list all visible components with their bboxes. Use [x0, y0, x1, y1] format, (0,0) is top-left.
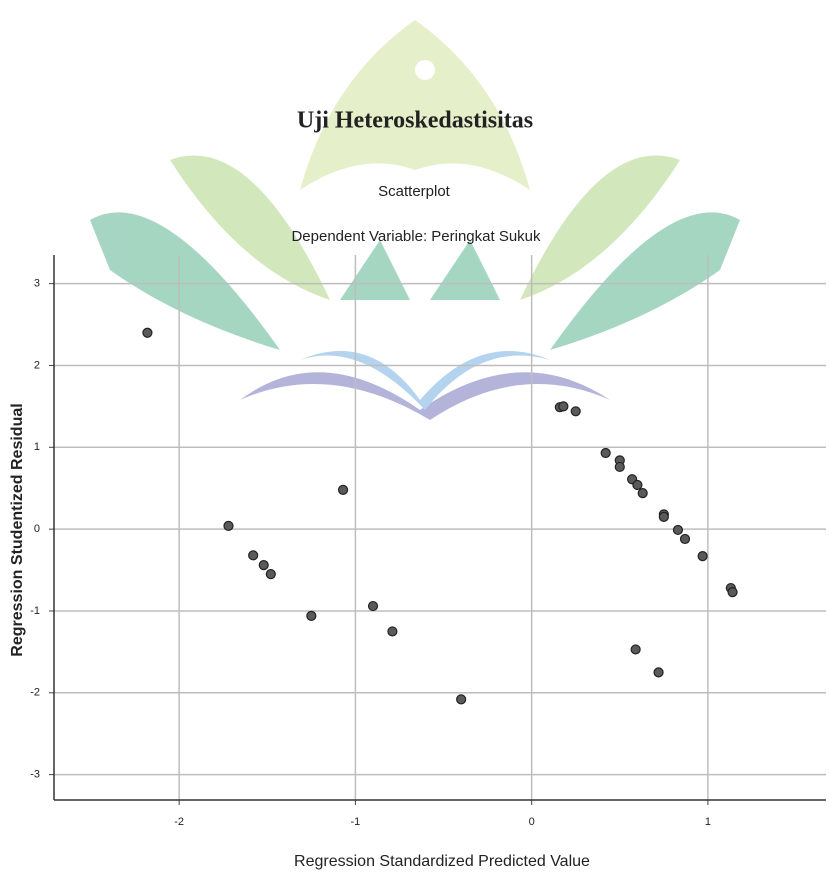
y-tick-label: 1 — [34, 441, 40, 453]
x-tick-label: -2 — [174, 816, 184, 828]
point — [559, 402, 568, 411]
point — [339, 485, 348, 494]
point — [369, 602, 378, 611]
point — [249, 551, 258, 560]
point — [631, 645, 640, 654]
point — [601, 449, 610, 458]
y-tick-label: 3 — [34, 278, 40, 290]
chart-caption: Dependent Variable: Peringkat Sukuk — [291, 228, 541, 245]
point — [680, 534, 689, 543]
chart-subtitle: Scatterplot — [378, 183, 451, 200]
chart-title: Uji Heteroskedastisitas — [297, 108, 533, 134]
point — [457, 695, 466, 704]
point — [728, 588, 737, 597]
point — [615, 462, 624, 471]
point — [307, 611, 316, 620]
point — [633, 480, 642, 489]
point — [638, 489, 647, 498]
point — [266, 570, 275, 579]
y-tick-label: 2 — [34, 359, 40, 371]
point — [698, 552, 707, 561]
point — [224, 521, 233, 530]
watermark-logo — [90, 20, 740, 420]
x-axis-label: Regression Standardized Predicted Value — [294, 853, 590, 870]
y-tick-label: -1 — [30, 605, 40, 617]
y-tick-label: -2 — [30, 687, 40, 699]
y-tick-label: 0 — [34, 523, 40, 535]
point — [143, 328, 152, 337]
x-tick-label: 1 — [705, 816, 711, 828]
x-tick-label: 0 — [529, 816, 535, 828]
y-axis-label: Regression Studentized Residual — [9, 403, 26, 656]
point — [571, 407, 580, 416]
point — [259, 561, 268, 570]
x-tick-label: -1 — [351, 816, 361, 828]
point — [659, 512, 668, 521]
point — [388, 627, 397, 636]
point — [654, 668, 663, 677]
point — [673, 525, 682, 534]
y-tick-label: -3 — [30, 769, 40, 781]
chart: Uji Heteroskedastisitas Scatterplot Depe… — [0, 0, 829, 878]
